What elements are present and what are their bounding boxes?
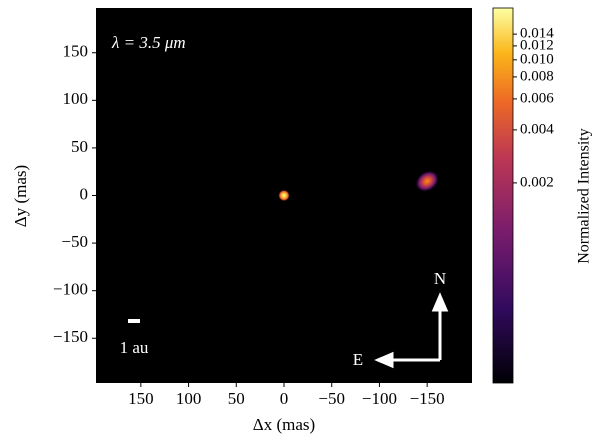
colorbar-label: Normalized Intensity — [576, 128, 593, 264]
chart: λ = 3.5 μm 1 au N E Δx (mas) Δy (mas) No… — [0, 0, 598, 439]
colorbar-tick-label: 0.002 — [520, 174, 554, 190]
colorbar-tick-label: 0.014 — [520, 26, 554, 42]
x-tick-label: 0 — [280, 389, 289, 408]
y-tick-label: 50 — [71, 137, 88, 156]
x-tick-label: 50 — [228, 389, 245, 408]
x-tick-label: 150 — [128, 389, 154, 408]
y-tick-label: −150 — [53, 327, 88, 346]
source-label: T CrA A — [209, 157, 274, 178]
wavelength-annotation: λ = 3.5 μm — [111, 33, 186, 52]
y-tick-label: 100 — [63, 89, 89, 108]
x-tick-label: 100 — [176, 389, 202, 408]
colorbar-tick-label: 0.010 — [520, 51, 554, 67]
x-tick-label: −50 — [318, 389, 345, 408]
compass-east: E — [353, 350, 363, 369]
y-tick-label: 150 — [63, 42, 89, 61]
scale-bar-label: 1 au — [120, 338, 149, 357]
compass-north: N — [434, 269, 446, 288]
colorbar-tick-label: 0.008 — [520, 68, 554, 84]
y-tick-label: −100 — [53, 280, 88, 299]
y-tick-label: 0 — [80, 184, 89, 203]
colorbar-tick-label: 0.004 — [520, 121, 554, 137]
x-tick-label: −150 — [410, 389, 445, 408]
colorbar-tick-label: 0.006 — [520, 90, 554, 106]
x-axis-label: Δx (mas) — [253, 415, 315, 434]
colorbar — [493, 8, 513, 383]
y-axis-label: Δy (mas) — [11, 165, 30, 227]
y-tick-label: −50 — [61, 232, 88, 251]
x-tick-label: −100 — [362, 389, 397, 408]
scale-bar — [128, 319, 140, 323]
source-label: T CrA B — [357, 139, 422, 160]
source — [278, 190, 290, 202]
